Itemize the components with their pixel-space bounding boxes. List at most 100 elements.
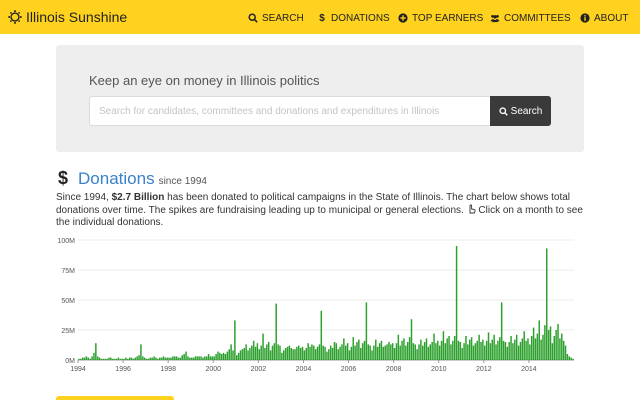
chart-bar [245, 344, 247, 360]
nav-item-about[interactable]: ABOUT [580, 11, 628, 25]
dollar-icon: $ [319, 12, 325, 24]
chart-bar [546, 248, 548, 360]
chart-bar [123, 358, 125, 360]
chart-bar [360, 348, 362, 360]
chart-bar [405, 345, 407, 360]
chart-bar [226, 351, 229, 360]
nav-item-donations[interactable]: $ DONATIONS [317, 11, 390, 25]
chart-bar [140, 344, 142, 360]
chart-bar [189, 357, 191, 360]
chart-bar [461, 348, 463, 360]
chart-bar [311, 344, 313, 360]
search-icon [248, 13, 258, 23]
x-tick-label: 1998 [160, 366, 176, 373]
search-button[interactable]: Search [490, 96, 551, 126]
chart-bar [455, 246, 458, 360]
chart-bar [158, 357, 161, 360]
chart-bar [254, 346, 257, 360]
chart-bar [487, 332, 490, 360]
x-tick-label: 2012 [476, 366, 492, 373]
chart-bar [570, 357, 572, 360]
chart-bar [174, 356, 176, 360]
chart-bar [544, 325, 546, 360]
chart-bar [341, 344, 343, 360]
chart-bar [350, 346, 353, 360]
chart-bar [305, 348, 308, 360]
x-tick-label: 2010 [431, 366, 447, 373]
chart-bar [260, 345, 262, 360]
chart-bar [172, 356, 174, 360]
nav-item-search[interactable]: SEARCH [248, 11, 304, 25]
chart-bar [292, 349, 294, 360]
chart-bar [529, 344, 531, 360]
chart-bar [452, 340, 454, 360]
chart-bar [410, 319, 413, 360]
chart-bar [320, 310, 323, 360]
chart-bar [183, 354, 185, 360]
chart-bar [358, 339, 360, 360]
chart-bar [427, 346, 430, 360]
chart-bar [316, 346, 319, 360]
chart-bar [136, 356, 138, 360]
chart-bar [134, 357, 137, 360]
chart-bar [433, 333, 435, 360]
x-tick-label: 1994 [70, 366, 86, 373]
top-navbar: Illinois Sunshine SEARCH $ DONATIONS TOP… [0, 0, 640, 34]
bottom-yellow-button[interactable] [56, 396, 174, 400]
chart-bar [561, 333, 563, 360]
chart-bar [484, 345, 486, 360]
intro-amount: $2.7 Billion [111, 192, 165, 203]
x-tick-label: 2004 [296, 366, 312, 373]
chart-bar [418, 344, 420, 360]
chart-bar [489, 343, 492, 360]
x-tick-label: 1996 [115, 366, 131, 373]
chart-bar [382, 346, 385, 360]
chart-bar [356, 342, 358, 360]
chart-bar [371, 350, 373, 360]
chart-bar [222, 352, 225, 360]
chart-bar [194, 356, 197, 360]
donations-header: $ Donations since 1994 [58, 168, 207, 190]
chart-bar [446, 338, 448, 360]
nav-item-committees[interactable]: COMMITTEES [490, 11, 571, 25]
chart-bar [83, 357, 86, 360]
nav-item-top-earners[interactable]: TOP EARNERS [398, 11, 483, 25]
chart-bar [78, 358, 80, 360]
chart-bar [559, 338, 561, 360]
chart-bar [375, 339, 377, 360]
brand-link[interactable]: Illinois Sunshine [8, 8, 127, 26]
chart-bar [470, 337, 473, 360]
nav-label-about: ABOUT [594, 12, 629, 24]
chart-bar [298, 345, 300, 360]
search-input[interactable] [89, 96, 490, 126]
donations-title-link[interactable]: Donations [78, 169, 155, 188]
chart-bar [514, 339, 516, 360]
chart-bar [463, 343, 465, 360]
chart-bar [365, 302, 368, 360]
chart-bar [145, 358, 148, 360]
chart-bar [198, 356, 200, 360]
chart-bar [423, 342, 426, 360]
chart-bar [284, 348, 287, 360]
chart-bar [322, 345, 324, 360]
chart-bar [435, 343, 437, 360]
chart-bar [251, 345, 253, 360]
chart-bar [403, 338, 405, 360]
pointer-hand-icon [469, 204, 476, 214]
chart-bar [115, 358, 118, 360]
chart-bar [391, 343, 394, 360]
chart-bar [343, 338, 345, 360]
intro-cta: Click on a month to see the individual d… [56, 205, 583, 228]
chart-bar [314, 349, 317, 360]
chart-bar [506, 346, 509, 360]
nav-label-committees: COMMITTEES [504, 12, 571, 24]
chart-bar [547, 330, 550, 360]
chart-bar [467, 344, 469, 360]
chart-bar [286, 346, 289, 360]
chart-bar [313, 345, 315, 360]
chart-bar [138, 355, 140, 360]
chart-bar [117, 357, 120, 360]
nav-label-donations: DONATIONS [331, 12, 390, 24]
chart-bar [247, 350, 249, 360]
chart-bar [474, 343, 477, 360]
